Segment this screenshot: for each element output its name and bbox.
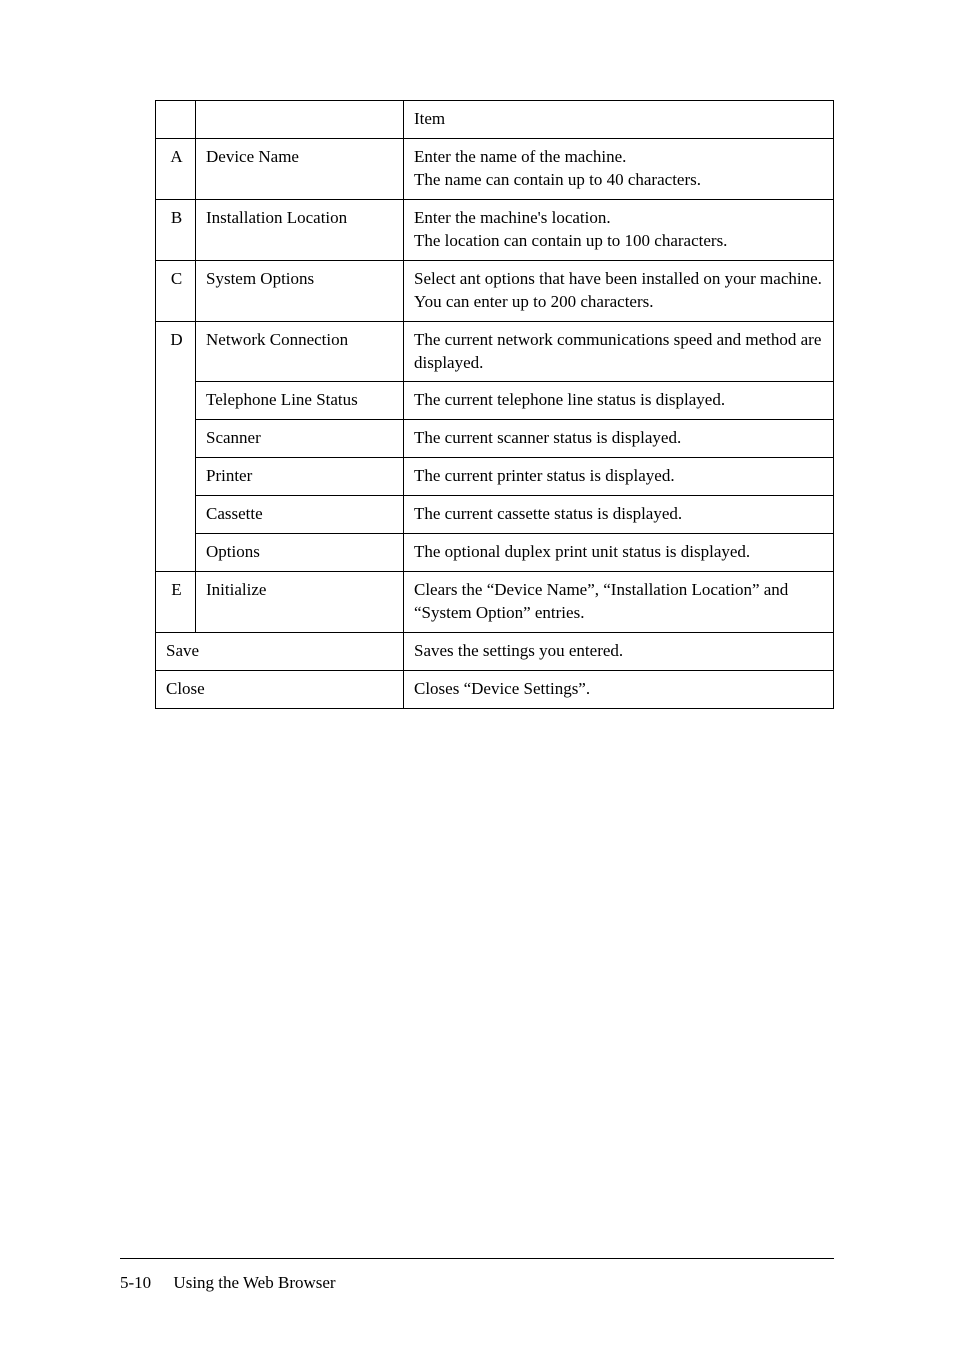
row-item: Select ant options that have been instal…	[404, 260, 834, 321]
row-item: The optional duplex print unit status is…	[404, 534, 834, 572]
header-item: Item	[404, 101, 834, 139]
row-label: Scanner	[196, 420, 404, 458]
row-item: The current printer status is displayed.	[404, 458, 834, 496]
page-footer: 5-10 Using the Web Browser	[120, 1258, 834, 1293]
header-blank-1	[156, 101, 196, 139]
table-row: Telephone Line StatusThe current telepho…	[156, 382, 834, 420]
settings-table: ItemADevice NameEnter the name of the ma…	[155, 100, 834, 709]
table-row: ScannerThe current scanner status is dis…	[156, 420, 834, 458]
table-row: CSystem OptionsSelect ant options that h…	[156, 260, 834, 321]
row-label: Installation Location	[196, 199, 404, 260]
row-letter: C	[156, 260, 196, 321]
table-row: CloseCloses “Device Settings”.	[156, 670, 834, 708]
table-row: PrinterThe current printer status is dis…	[156, 458, 834, 496]
footer-title: Using the Web Browser	[173, 1273, 335, 1292]
row-label: Telephone Line Status	[196, 382, 404, 420]
table-row: CassetteThe current cassette status is d…	[156, 496, 834, 534]
table-row: EInitializeClears the “Device Name”, “In…	[156, 572, 834, 633]
row-item: Enter the name of the machine.The name c…	[404, 138, 834, 199]
table-row: ADevice NameEnter the name of the machin…	[156, 138, 834, 199]
row-label: Network Connection	[196, 321, 404, 382]
row-label: Options	[196, 534, 404, 572]
row-label: Cassette	[196, 496, 404, 534]
row-item: The current network communications speed…	[404, 321, 834, 382]
header-blank-2	[196, 101, 404, 139]
table-row: BInstallation LocationEnter the machine'…	[156, 199, 834, 260]
row-label: System Options	[196, 260, 404, 321]
row-label: Printer	[196, 458, 404, 496]
row-item: The current scanner status is displayed.	[404, 420, 834, 458]
row-item: Clears the “Device Name”, “Installation …	[404, 572, 834, 633]
row-letter: A	[156, 138, 196, 199]
row-letter: B	[156, 199, 196, 260]
row-label: Save	[156, 633, 404, 671]
row-label: Initialize	[196, 572, 404, 633]
row-item: The current telephone line status is dis…	[404, 382, 834, 420]
table-row: OptionsThe optional duplex print unit st…	[156, 534, 834, 572]
table-row: SaveSaves the settings you entered.	[156, 633, 834, 671]
table-row: DNetwork ConnectionThe current network c…	[156, 321, 834, 382]
row-item: Closes “Device Settings”.	[404, 670, 834, 708]
page-number: 5-10	[120, 1273, 151, 1292]
row-label: Device Name	[196, 138, 404, 199]
row-item: Saves the settings you entered.	[404, 633, 834, 671]
row-letter: D	[156, 321, 196, 572]
row-label: Close	[156, 670, 404, 708]
row-letter: E	[156, 572, 196, 633]
row-item: Enter the machine's location.The locatio…	[404, 199, 834, 260]
row-item: The current cassette status is displayed…	[404, 496, 834, 534]
